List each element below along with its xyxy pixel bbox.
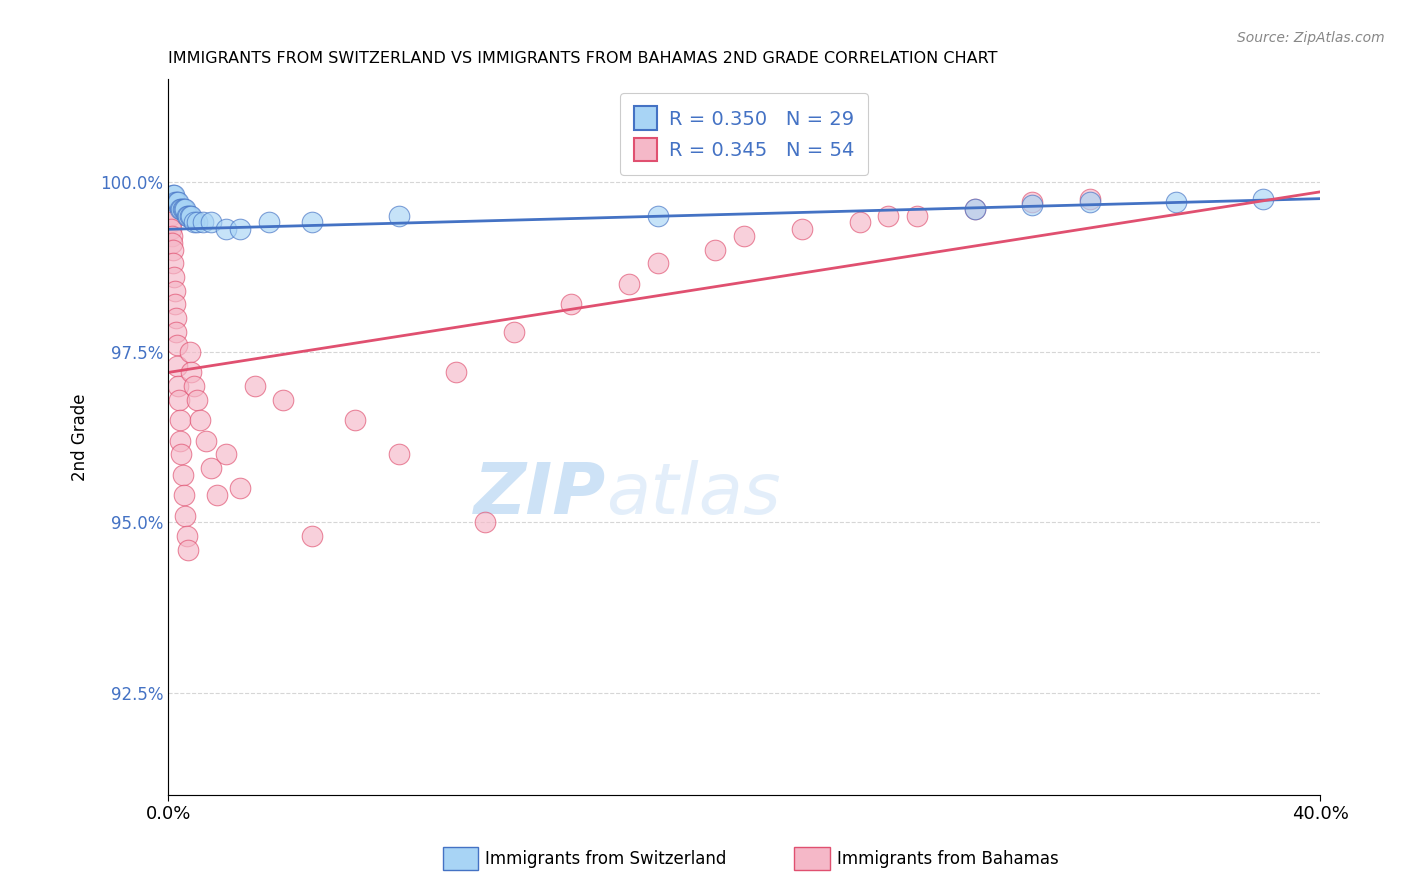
Point bbox=[446, 366, 468, 380]
Point bbox=[166, 359, 188, 373]
Text: Source: ZipAtlas.com: Source: ZipAtlas.com bbox=[1237, 31, 1385, 45]
Point bbox=[560, 297, 582, 311]
Point bbox=[180, 366, 202, 380]
Point bbox=[194, 434, 217, 448]
Point bbox=[163, 188, 186, 202]
Point bbox=[848, 215, 870, 229]
Point bbox=[215, 447, 238, 461]
Point bbox=[1021, 195, 1043, 210]
Point bbox=[388, 447, 411, 461]
Point bbox=[963, 202, 986, 216]
Text: Immigrants from Switzerland: Immigrants from Switzerland bbox=[485, 850, 727, 868]
Point bbox=[191, 215, 214, 229]
Point bbox=[176, 209, 198, 223]
Point bbox=[179, 209, 201, 223]
Point bbox=[174, 202, 197, 216]
Point bbox=[174, 508, 197, 523]
Point bbox=[166, 338, 188, 352]
Point bbox=[1166, 195, 1188, 210]
Point bbox=[301, 215, 323, 229]
Point bbox=[179, 345, 201, 359]
Point bbox=[169, 202, 191, 216]
Point bbox=[1078, 192, 1101, 206]
Point bbox=[344, 413, 367, 427]
Point bbox=[165, 325, 187, 339]
Text: IMMIGRANTS FROM SWITZERLAND VS IMMIGRANTS FROM BAHAMAS 2ND GRADE CORRELATION CHA: IMMIGRANTS FROM SWITZERLAND VS IMMIGRANT… bbox=[169, 51, 998, 66]
Text: atlas: atlas bbox=[606, 460, 780, 529]
Point bbox=[170, 447, 193, 461]
Point bbox=[243, 379, 266, 393]
Point bbox=[617, 277, 640, 291]
Point bbox=[159, 209, 181, 223]
Point bbox=[167, 392, 190, 407]
Point bbox=[162, 188, 184, 202]
Point bbox=[166, 195, 188, 210]
Point bbox=[186, 215, 208, 229]
Point bbox=[162, 243, 184, 257]
Point bbox=[183, 215, 205, 229]
Point bbox=[877, 209, 900, 223]
Point bbox=[162, 235, 184, 250]
Point bbox=[301, 529, 323, 543]
Point bbox=[647, 256, 669, 270]
Point bbox=[229, 481, 252, 495]
Point bbox=[160, 229, 183, 244]
Point bbox=[172, 467, 194, 482]
Text: Immigrants from Bahamas: Immigrants from Bahamas bbox=[837, 850, 1059, 868]
Y-axis label: 2nd Grade: 2nd Grade bbox=[72, 393, 89, 481]
Point bbox=[205, 488, 228, 502]
Point bbox=[200, 461, 222, 475]
Point bbox=[963, 202, 986, 216]
Point bbox=[173, 202, 195, 216]
Point bbox=[215, 222, 238, 236]
Point bbox=[1078, 195, 1101, 210]
Point bbox=[173, 488, 195, 502]
Point bbox=[169, 413, 191, 427]
Point bbox=[905, 209, 928, 223]
Point bbox=[502, 325, 524, 339]
Point bbox=[172, 202, 194, 216]
Point bbox=[188, 413, 211, 427]
Point bbox=[177, 209, 200, 223]
Point bbox=[733, 229, 755, 244]
Point bbox=[704, 243, 727, 257]
Point bbox=[163, 270, 186, 285]
Point bbox=[1021, 198, 1043, 212]
Point bbox=[167, 195, 190, 210]
Point bbox=[160, 222, 183, 236]
Point bbox=[200, 215, 222, 229]
Point bbox=[176, 529, 198, 543]
Point bbox=[165, 195, 187, 210]
Point bbox=[647, 209, 669, 223]
Point bbox=[229, 222, 252, 236]
Point bbox=[162, 256, 184, 270]
Point bbox=[1251, 192, 1274, 206]
Point bbox=[183, 379, 205, 393]
Point bbox=[257, 215, 280, 229]
Legend: R = 0.350   N = 29, R = 0.345   N = 54: R = 0.350 N = 29, R = 0.345 N = 54 bbox=[620, 93, 868, 175]
Point bbox=[790, 222, 813, 236]
Point bbox=[169, 434, 191, 448]
Point bbox=[177, 542, 200, 557]
Point bbox=[474, 516, 496, 530]
Point bbox=[273, 392, 295, 407]
Text: ZIP: ZIP bbox=[474, 460, 606, 529]
Point bbox=[170, 202, 193, 216]
Point bbox=[186, 392, 208, 407]
Point bbox=[167, 379, 190, 393]
Point bbox=[165, 310, 187, 325]
Point bbox=[159, 215, 181, 229]
Point bbox=[180, 209, 202, 223]
Point bbox=[388, 209, 411, 223]
Point bbox=[165, 297, 187, 311]
Point bbox=[163, 284, 186, 298]
